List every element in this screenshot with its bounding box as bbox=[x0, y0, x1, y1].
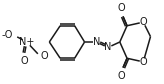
Text: N: N bbox=[104, 42, 112, 52]
Text: N: N bbox=[93, 37, 100, 47]
Text: O: O bbox=[118, 3, 125, 13]
Text: -O: -O bbox=[2, 30, 13, 40]
Text: O: O bbox=[139, 57, 147, 67]
Text: N+: N+ bbox=[19, 37, 34, 47]
Text: O: O bbox=[40, 51, 48, 61]
Text: O: O bbox=[118, 71, 125, 81]
Text: O: O bbox=[20, 56, 28, 66]
Text: O: O bbox=[139, 17, 147, 27]
